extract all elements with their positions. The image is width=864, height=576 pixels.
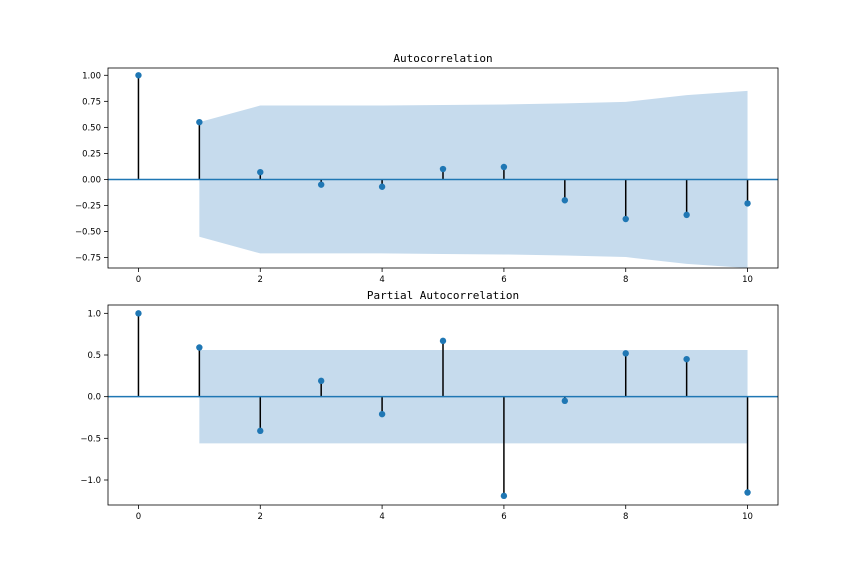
acf-y-tick-label: 0.75 [82,97,101,107]
acf-marker-1 [196,118,203,126]
acf-y-tick-label: 0.25 [82,149,101,159]
pacf-axes-frame [107,304,779,506]
acf-marker-9 [683,211,690,219]
acf-marker-8 [622,215,629,223]
pacf-marker-4 [378,410,386,418]
acf-y-tick-label: 1.00 [82,71,101,81]
acf-y-tick-label: −0.75 [75,254,101,264]
pacf-y-tick-label: 0.5 [87,351,101,361]
acf-y-tick-label: 0.50 [82,123,101,133]
acf-marker-5 [439,165,447,173]
pacf-y-tick-label: −1.0 [80,476,101,486]
pacf-marker-5 [439,337,447,345]
pacf-x-tick-label: 10 [742,512,753,522]
pacf-marker-9 [683,355,690,363]
acf-marker-3 [317,181,325,188]
pacf-y-tick-label: 1.0 [87,309,101,319]
pacf-marker-0 [135,310,142,317]
pacf-marker-6 [500,492,508,500]
acf-y-tick-label: −0.25 [75,202,101,212]
pacf-title: Partial Autocorrelation [367,289,519,302]
pacf-marker-8 [622,350,629,357]
acf-x-tick-label: 2 [258,275,263,285]
acf-x-tick-label: 10 [742,275,753,285]
acf-y-tick-label: 0.00 [82,175,101,185]
acf-marker-10 [744,200,751,207]
pacf-x-tick-label: 4 [379,512,384,522]
pacf-x-tick-label: 0 [136,512,141,522]
acf-axes-frame [107,67,779,269]
acf-x-tick-label: 0 [136,275,141,285]
pacf-marker-10 [744,489,751,496]
acf-marker-4 [378,183,386,190]
pacf-x-tick-label: 8 [623,512,628,522]
acf-x-tick-label: 6 [501,275,506,285]
acf-marker-6 [500,163,508,171]
acf-title: Autocorrelation [393,52,492,65]
pacf-y-tick-label: 0.0 [87,393,101,403]
acf-x-tick-label: 4 [379,275,384,285]
pacf-marker-1 [196,344,203,351]
pacf-marker-2 [257,427,264,435]
pacf-panel: 0 2 4 6 8 10 −1.0 −0.5 0.0 0.5 1.0 Partial Autocorr… [80,289,779,522]
acf-y-tick-label: −0.50 [75,228,101,238]
pacf-x-tick-label: 6 [501,512,506,522]
pacf-x-tick-label: 2 [258,512,263,522]
acf-marker-2 [257,168,264,176]
acf-x-tick-label: 8 [623,275,628,285]
acf-marker-0 [135,72,142,79]
pacf-marker-3 [317,377,325,385]
pacf-y-tick-label: −0.5 [80,434,101,444]
pacf-marker-7 [561,397,569,405]
acf-panel: 0 2 4 6 8 10 −0.75 −0.50 −0.25 0.00 0.25 0.50 0.75 1.… [75,52,779,285]
acf-marker-7 [561,197,569,204]
